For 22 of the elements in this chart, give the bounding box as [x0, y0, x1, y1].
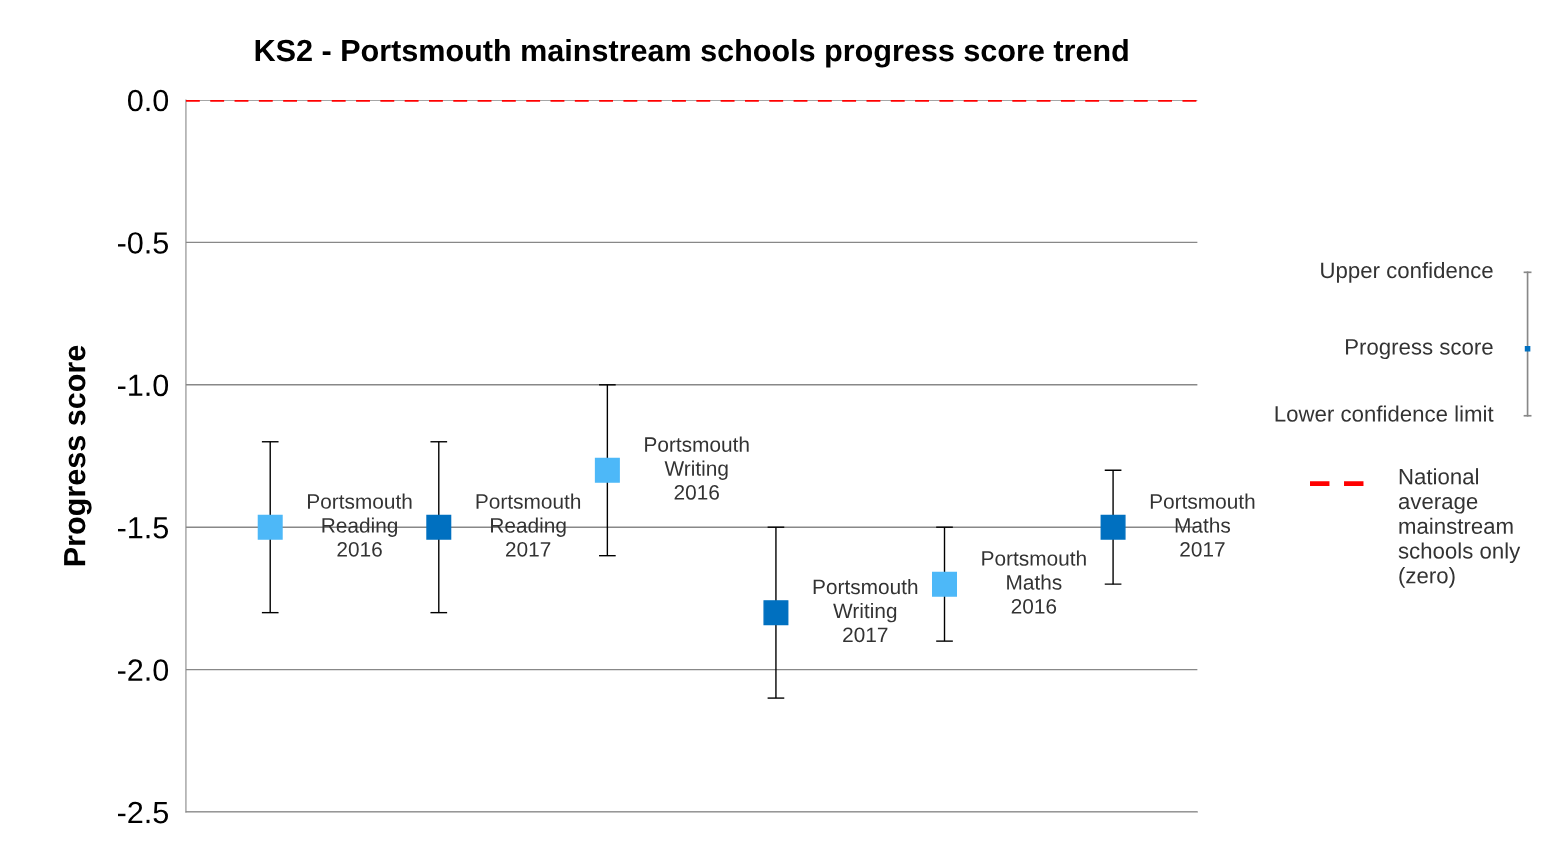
- point: [426, 514, 452, 540]
- annotation: Portsmouth Maths 2016: [982, 550, 1086, 614]
- annotation: Portsmouth Maths 2017: [1150, 493, 1255, 557]
- annotation: Portsmouth Writing 2016: [645, 436, 749, 500]
- legend-label: National average mainstream schools only (zero): [1398, 468, 1521, 588]
- text: Lower confidence limit: [1275, 405, 1494, 422]
- annotation: Portsmouth Writing 2017: [813, 578, 918, 643]
- point: [594, 457, 620, 483]
- y-axis-title: Progress score: [64, 345, 92, 566]
- y-tick-label: -0.5: [117, 232, 168, 254]
- y-tick-label: -1.5: [117, 517, 168, 539]
- y-tick-label: -2.0: [117, 659, 169, 681]
- text: Progress score: [1346, 339, 1493, 360]
- y-tick-label: -2.5: [117, 801, 168, 824]
- chart-title: KS2 - Portsmouth mainstream schools progress score trend: [255, 38, 1128, 68]
- point: [1100, 514, 1126, 540]
- text: Upper confidence: [1321, 261, 1493, 283]
- y-tick-label: -1.0: [117, 374, 169, 397]
- point: [932, 571, 958, 597]
- point: [257, 514, 283, 540]
- point: [763, 600, 789, 626]
- y-tick-label: 0.0: [127, 89, 169, 112]
